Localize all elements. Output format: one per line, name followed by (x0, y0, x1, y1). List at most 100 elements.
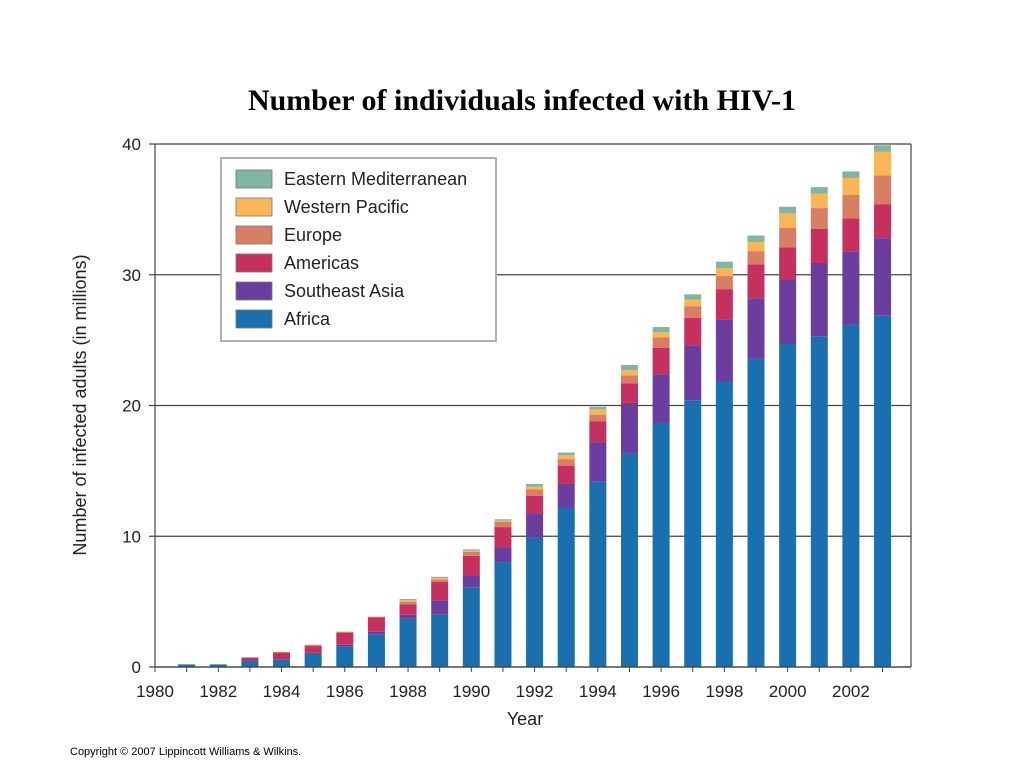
x-tick-label: 1998 (705, 682, 743, 701)
bar-segment-africa (494, 562, 512, 667)
bar-segment-western-pacific (747, 242, 765, 252)
bar-segment-europe (589, 414, 607, 422)
legend-label: Southeast Asia (284, 281, 405, 301)
y-tick-label: 40 (122, 135, 141, 154)
bar-segment-americas (431, 582, 449, 601)
bar-segment-southeast-asia (494, 548, 512, 563)
bar-segment-europe (462, 551, 480, 556)
bar-segment-europe (779, 227, 797, 248)
bar-segment-eastern-mediterranean (874, 145, 892, 152)
bar-segment-africa (779, 344, 797, 667)
bar-segment-europe (273, 651, 291, 653)
bar-segment-europe (367, 616, 385, 618)
legend-label: Eastern Mediterranean (284, 169, 467, 189)
bar-segment-eastern-mediterranean (779, 206, 797, 214)
legend-swatch (235, 309, 273, 329)
bar-segment-africa (399, 618, 417, 667)
legend-swatch (235, 253, 273, 273)
bar-segment-europe (747, 251, 765, 265)
bar-segment-western-pacific (842, 177, 860, 195)
bar-segment-africa (304, 653, 322, 667)
bar-segment-eastern-mediterranean (715, 261, 733, 269)
legend: Eastern Mediterranean Western Pacific Euro… (220, 157, 497, 342)
bar-segment-africa (273, 659, 291, 667)
bar-segment-americas (367, 617, 385, 632)
x-tick-label: 1994 (579, 682, 617, 701)
bar-segment-southeast-asia (684, 345, 702, 401)
bar-segment-europe (557, 459, 575, 466)
bar-segment-western-pacific (684, 299, 702, 307)
bar-segment-americas (399, 604, 417, 615)
copyright-notice: Copyright © 2007 Lippincott Williams & W… (70, 746, 302, 758)
bar-segment-eastern-mediterranean (494, 519, 512, 521)
bar-segment-africa (557, 507, 575, 667)
bar-segment-western-pacific (715, 268, 733, 277)
bar-segment-africa (431, 614, 449, 667)
bar-segment-southeast-asia (336, 644, 354, 647)
bar-segment-africa (241, 660, 259, 667)
bar-segment-americas (684, 317, 702, 346)
x-tick-label: 2002 (832, 682, 870, 701)
bar-segment-eastern-mediterranean (620, 364, 638, 371)
bar-segment-western-pacific (557, 455, 575, 460)
bar-segment-americas (747, 264, 765, 299)
bar-segment-southeast-asia (462, 575, 480, 588)
bar-segment-southeast-asia (747, 298, 765, 359)
bar-segment-americas (273, 652, 291, 660)
bar-segment-southeast-asia (842, 251, 860, 325)
bar-segment-americas (652, 347, 670, 375)
bar-segment-southeast-asia (304, 652, 322, 654)
y-axis-label: Number of infected adults (in millions) (70, 254, 90, 555)
bar-segment-africa (526, 537, 544, 667)
bar-segment-europe (684, 306, 702, 318)
bar-segment-americas (494, 527, 512, 549)
bar-segment-southeast-asia (557, 483, 575, 508)
bar-segment-americas (620, 383, 638, 403)
bar-segment-africa (747, 358, 765, 667)
x-tick-label: 1996 (642, 682, 680, 701)
legend-label: Western Pacific (284, 197, 409, 217)
bar-segment-southeast-asia (652, 374, 670, 423)
bar-segment-africa (462, 587, 480, 667)
bar-segment-western-pacific (652, 332, 670, 338)
bar-segment-eastern-mediterranean (557, 452, 575, 456)
bar-segment-southeast-asia (620, 402, 638, 453)
legend-swatch (235, 281, 273, 301)
y-tick-label: 0 (132, 658, 141, 677)
bar-segment-americas (462, 555, 480, 576)
bar-segment-europe (241, 657, 259, 658)
bar-segment-africa (178, 664, 196, 667)
legend-label: Americas (284, 253, 359, 273)
bar-segment-southeast-asia (715, 319, 733, 382)
bar-segment-africa (874, 315, 892, 667)
bar-segment-eastern-mediterranean (399, 599, 417, 601)
bar-segment-western-pacific (810, 193, 828, 209)
bar-segment-americas (874, 204, 892, 239)
legend-swatch (235, 169, 273, 189)
legend-swatch (235, 225, 273, 245)
bar-segment-western-pacific (462, 550, 480, 552)
bar-segment-eastern-mediterranean (842, 171, 860, 178)
y-tick-label: 30 (122, 266, 141, 285)
bar-segment-americas (241, 657, 259, 661)
x-tick-label: 1992 (516, 682, 554, 701)
chart-title: Number of individuals infected with HIV-… (247, 84, 797, 117)
bar-segment-europe (715, 276, 733, 290)
x-tick-label: 1986 (326, 682, 364, 701)
bar-segment-europe (810, 208, 828, 229)
x-tick-label: 2000 (769, 682, 807, 701)
bar-segment-americas (715, 289, 733, 320)
bar-segment-africa (810, 336, 828, 667)
y-tick-label: 10 (122, 527, 141, 546)
bar-segment-western-pacific (399, 600, 417, 602)
x-tick-label: 1990 (452, 682, 490, 701)
bar-segment-western-pacific (874, 151, 892, 176)
legend-swatch (235, 197, 273, 217)
bar-segment-europe (620, 375, 638, 384)
bar-segment-africa (620, 452, 638, 667)
bar-segment-europe (399, 601, 417, 605)
bar-segment-americas (779, 247, 797, 280)
x-tick-label: 1988 (389, 682, 427, 701)
bar-segment-southeast-asia (874, 238, 892, 316)
